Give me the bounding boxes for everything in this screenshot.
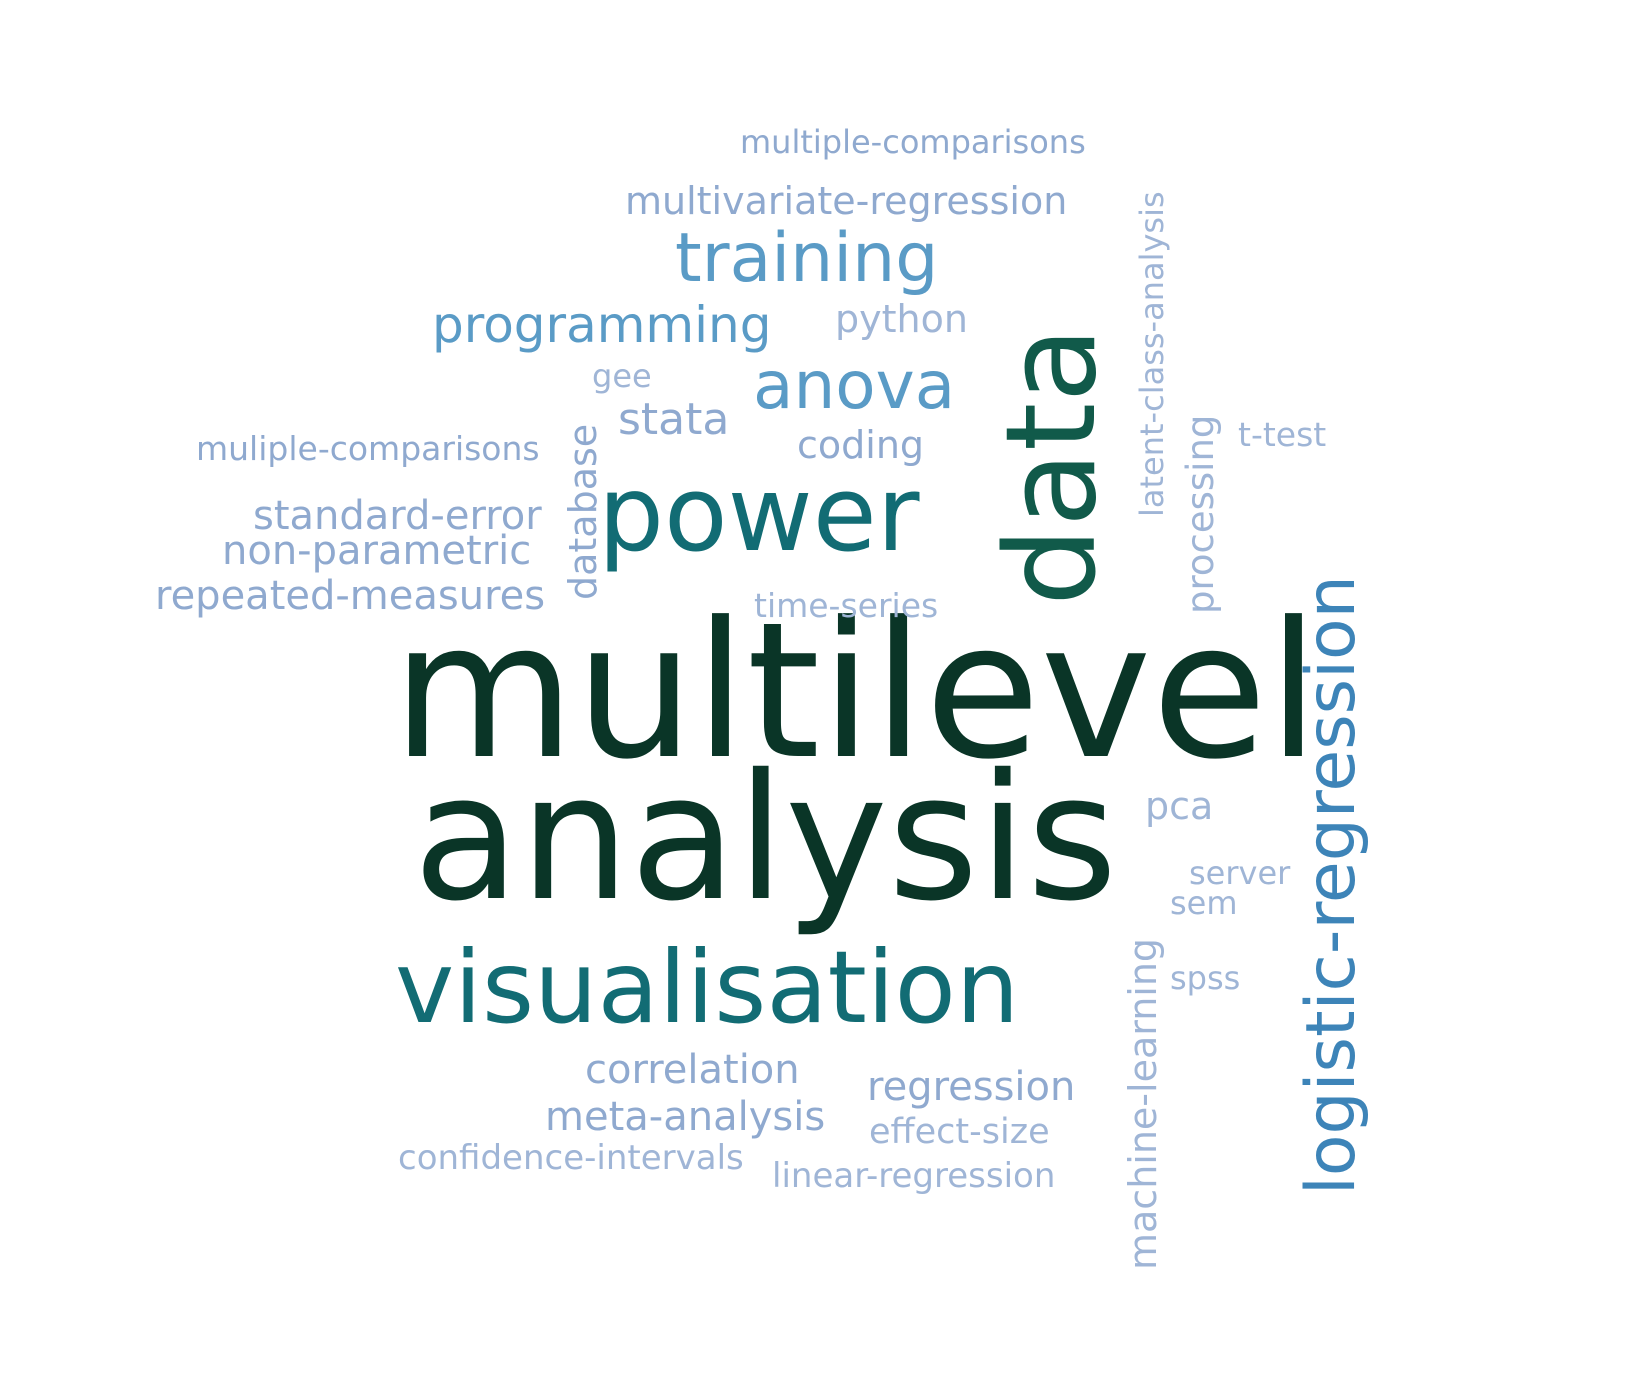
word-confidence-intervals: confidence-intervals	[398, 1138, 744, 1178]
word-multiple-comparisons: multiple-comparisons	[740, 123, 1086, 161]
word-muliple-comparisons: muliple-comparisons	[196, 429, 540, 468]
word-power: power	[598, 453, 920, 575]
word-correlation: correlation	[585, 1047, 800, 1093]
word-anova: anova	[753, 347, 956, 424]
word-pca: pca	[1145, 784, 1214, 828]
word-non-parametric: non-parametric	[222, 528, 532, 574]
word-latent-class-analysis: latent-class-analysis	[1133, 191, 1171, 517]
word-coding: coding	[797, 423, 925, 467]
word-spss: spss	[1170, 959, 1241, 997]
word-linear-regression: linear-regression	[772, 1156, 1056, 1196]
word-analysis: analysis	[413, 737, 1118, 940]
word-time-series: time-series	[754, 586, 939, 625]
word-meta-analysis: meta-analysis	[545, 1094, 826, 1140]
word-repeated-measures: repeated-measures	[155, 573, 546, 619]
word-training: training	[675, 219, 939, 298]
word-standard-error: standard-error	[253, 493, 542, 539]
word-database: database	[561, 423, 605, 600]
word-gee: gee	[592, 357, 652, 395]
word-multivariate-regression: multivariate-regression	[625, 179, 1068, 223]
word-machine-learning: machine-learning	[1121, 937, 1165, 1270]
word-logistic-regression: logistic-regression	[1292, 575, 1371, 1195]
word-data: data	[980, 326, 1124, 606]
word-effect-size: effect-size	[869, 1112, 1050, 1152]
word-python: python	[835, 297, 968, 341]
word-regression: regression	[867, 1064, 1076, 1110]
word-t-test: t-test	[1238, 415, 1327, 454]
word-processing: processing	[1179, 414, 1222, 614]
word-sem: sem	[1170, 884, 1238, 922]
word-server: server	[1189, 854, 1291, 892]
word-visualisation: visualisation	[395, 929, 1020, 1046]
word-programming: programming	[432, 296, 772, 354]
word-stata: stata	[618, 394, 730, 445]
word-multilevel: multilevel	[392, 582, 1320, 801]
